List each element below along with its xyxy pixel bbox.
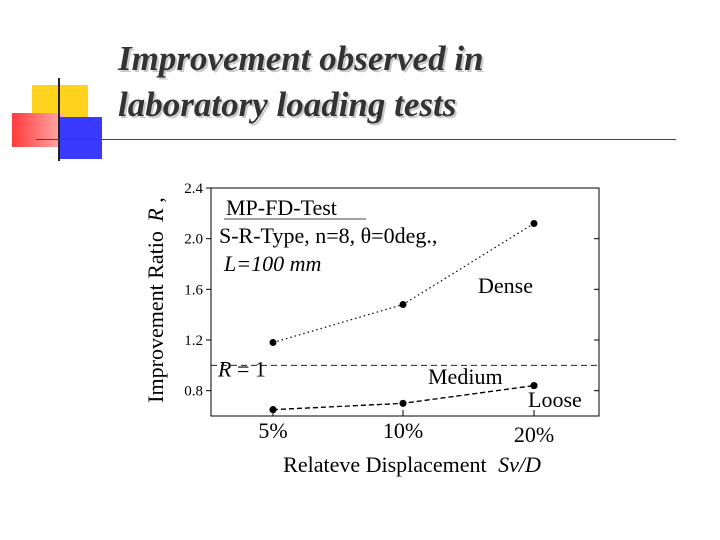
y-tick-label: 0.8: [184, 384, 203, 400]
y-axis-ticks: 0.8 1.2 1.6 2.0 2.4: [184, 181, 599, 400]
x-tick-label: 10%: [383, 418, 423, 443]
y-axis-label-symbol: R: [143, 208, 168, 223]
slide-title: Improvement observed in laboratory loadi…: [118, 36, 678, 128]
y-tick-label: 1.6: [184, 282, 203, 298]
title-underline: [36, 139, 676, 140]
series-label-loose: Loose: [528, 387, 582, 412]
y-tick-label: 2.4: [184, 181, 203, 197]
data-point-loose: [399, 399, 407, 407]
series-label-dense: Dense: [478, 273, 533, 298]
x-tick-label: 5%: [258, 418, 287, 443]
x-axis-ticks: 5% 10% 20%: [258, 410, 554, 447]
y-tick-label: 1.2: [184, 333, 203, 349]
data-point-dense: [269, 339, 277, 347]
data-point-dense: [399, 301, 407, 309]
svg-text:Improvement Ratio R: Improvement Ratio R ,: [143, 197, 168, 403]
data-point-loose: [269, 406, 277, 414]
info-line-3: L=100 mm: [223, 251, 321, 276]
reference-line-label: R = 1: [217, 356, 266, 381]
x-axis-label: Relateve Displacement Sv/D: [283, 452, 541, 477]
series-label-medium: Medium: [428, 364, 503, 389]
reference-line-group: R = 1: [211, 356, 599, 381]
x-axis-label-symbol: Sv/D: [498, 452, 541, 477]
slide-title-line2: laboratory loading tests: [118, 85, 457, 124]
data-point-loose: [530, 382, 538, 390]
decor-red-block: [12, 113, 64, 147]
y-axis-label-main: Improvement Ratio: [143, 231, 168, 403]
info-line-1: MP-FD-Test: [226, 195, 337, 220]
decor-blue-block: [60, 117, 102, 159]
info-line-2: S-R-Type, n=8, θ=0deg.,: [219, 223, 437, 248]
x-axis-label-main: Relateve Displacement: [283, 452, 486, 477]
series-group: [269, 219, 538, 414]
y-axis-label: Improvement Ratio R ,: [143, 197, 168, 403]
slide-title-line1: Improvement observed in: [118, 39, 484, 78]
decor-vertical-line: [58, 78, 60, 161]
y-tick-label: 2.0: [184, 232, 203, 248]
data-point-dense: [530, 219, 538, 227]
x-tick-label: 20%: [514, 422, 554, 447]
plot-frame: [210, 187, 600, 417]
